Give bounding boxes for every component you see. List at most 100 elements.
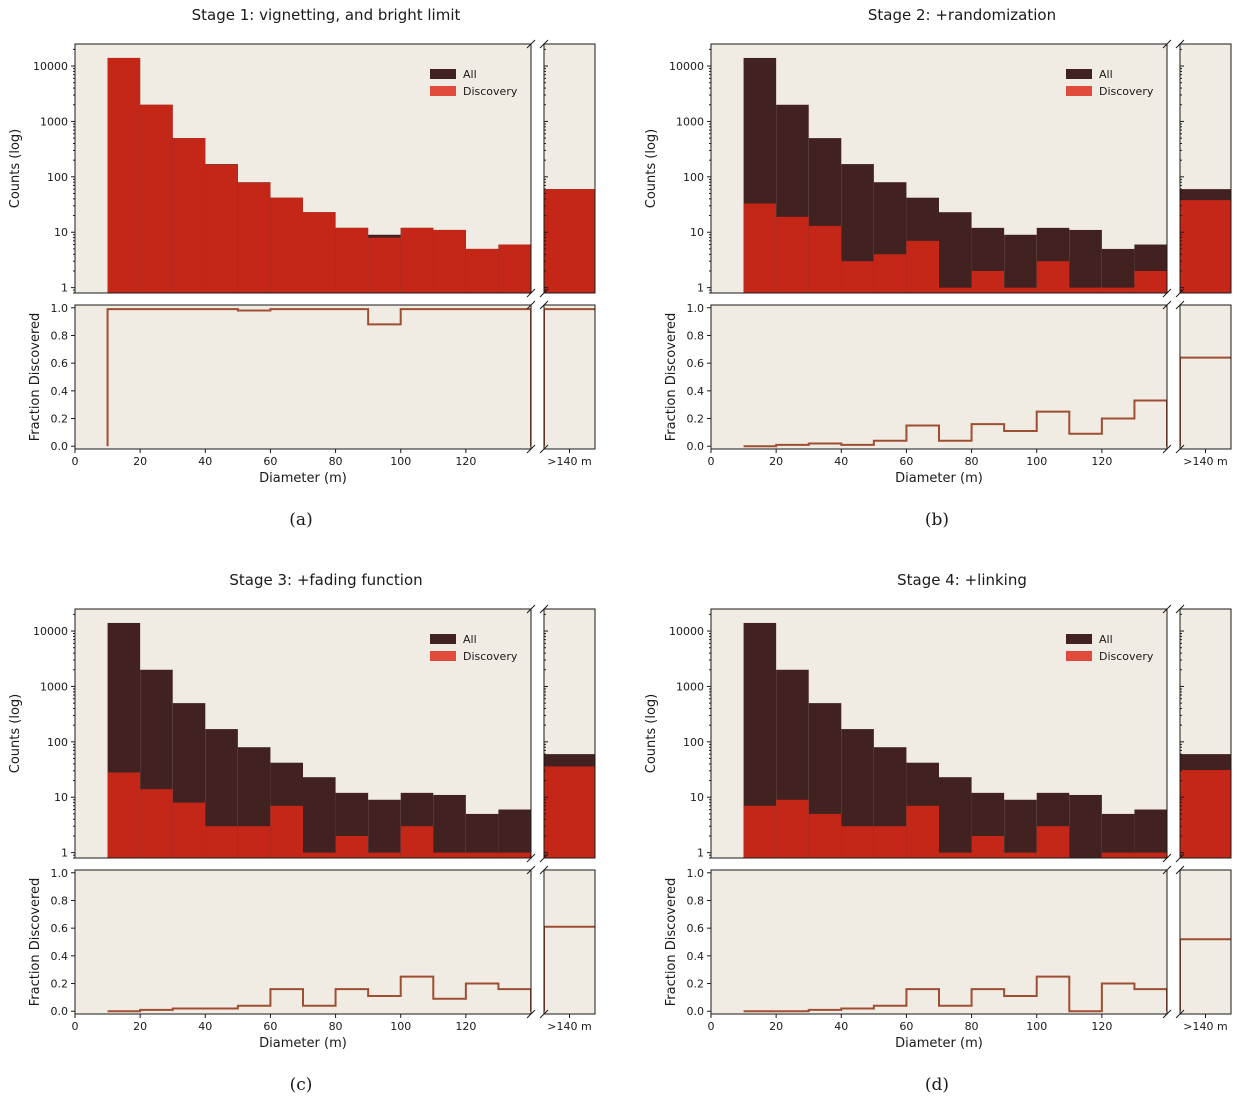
x-axis-label: Diameter (m) bbox=[259, 471, 347, 486]
discovery-bar bbox=[776, 799, 809, 858]
axis-break-mark bbox=[1175, 1009, 1185, 1019]
axis-break-mark bbox=[1162, 853, 1172, 863]
axis-break-mark bbox=[526, 300, 536, 310]
counts-tick-label: 10 bbox=[690, 791, 704, 804]
all-bar bbox=[1101, 813, 1135, 858]
counts-overflow-frame bbox=[543, 608, 596, 859]
discovery-bar bbox=[1134, 270, 1167, 293]
counts-axes-frame bbox=[710, 608, 1168, 859]
discovery-bar bbox=[1004, 287, 1037, 293]
counts-tick-label: 1000 bbox=[676, 115, 704, 128]
counts-axes-frame bbox=[74, 43, 532, 294]
discovery-bar bbox=[906, 805, 939, 858]
fraction-tick-label: 1.0 bbox=[687, 302, 705, 315]
discovery-bar bbox=[841, 826, 874, 858]
x-tick-label: 100 bbox=[1026, 1020, 1047, 1033]
axis-break-gap bbox=[1167, 608, 1180, 859]
all-bar bbox=[1134, 809, 1167, 858]
panel-title: Stage 4: +linking bbox=[897, 571, 1027, 589]
counts-axis-label: Counts (log) bbox=[644, 129, 659, 208]
discovery-bar bbox=[776, 216, 809, 293]
discovery-bar bbox=[939, 287, 972, 293]
counts-tick-label: 1 bbox=[61, 282, 68, 295]
fraction-axes-frame bbox=[710, 869, 1168, 1015]
legend-discovery-swatch bbox=[1066, 651, 1092, 661]
counts-tick-label: 10000 bbox=[33, 625, 68, 638]
discovery-bar bbox=[303, 852, 336, 858]
fraction-axes-frame bbox=[710, 304, 1168, 450]
all-bar bbox=[1069, 794, 1102, 858]
discovery-bar bbox=[107, 772, 141, 858]
discovery-bar bbox=[303, 212, 336, 293]
x-tick-label: 120 bbox=[455, 455, 476, 468]
axis-break-mark bbox=[1175, 444, 1185, 454]
legend-all-label: All bbox=[1099, 633, 1113, 646]
legend-discovery-swatch bbox=[1066, 86, 1092, 96]
discovery-bar bbox=[1004, 852, 1037, 858]
x-tick-label: 80 bbox=[329, 1020, 343, 1033]
counts-axis-label: Counts (log) bbox=[8, 129, 23, 208]
discovery-bar bbox=[368, 852, 401, 858]
legend-discovery-label: Discovery bbox=[1099, 85, 1154, 98]
discovery-bar bbox=[270, 197, 303, 293]
counts-tick-label: 10 bbox=[54, 226, 68, 239]
x-tick-label: 100 bbox=[1026, 455, 1047, 468]
x-tick-label: 120 bbox=[455, 1020, 476, 1033]
discovery-bar bbox=[906, 240, 939, 293]
overflow-x-label: >140 m bbox=[1183, 455, 1227, 468]
panel-title: Stage 3: +fading function bbox=[229, 571, 422, 589]
axis-break-mark bbox=[526, 1009, 536, 1019]
discovery-bar bbox=[368, 237, 401, 293]
x-tick-label: 80 bbox=[965, 455, 979, 468]
panel-plot: 1 10 100 1000 10000 0.0 0.2 0.4 0.6 0.8 1.0 0 20 40 60… bbox=[644, 604, 1232, 1051]
panel-caption: (d) bbox=[925, 1075, 949, 1095]
x-tick-label: 0 bbox=[72, 1020, 79, 1033]
discovery-bar bbox=[1101, 852, 1135, 858]
counts-axes-frame bbox=[710, 43, 1168, 294]
fraction-tick-label: 1.0 bbox=[687, 867, 705, 880]
x-tick-label: 60 bbox=[899, 1020, 913, 1033]
axis-break-mark bbox=[526, 39, 536, 49]
fraction-tick-label: 0.2 bbox=[51, 978, 69, 991]
axis-break-mark bbox=[1162, 444, 1172, 454]
discovery-bar bbox=[107, 57, 141, 294]
axis-break-mark bbox=[526, 604, 536, 614]
axis-break-mark bbox=[1175, 39, 1185, 49]
all-bar bbox=[303, 777, 336, 858]
discovery-bar bbox=[841, 261, 874, 293]
axis-break-gap bbox=[1167, 43, 1180, 294]
fraction-tick-label: 0.8 bbox=[51, 894, 69, 907]
x-axis-label: Diameter (m) bbox=[895, 1036, 983, 1051]
all-bar bbox=[1004, 234, 1037, 293]
fraction-step-line bbox=[106, 308, 532, 447]
fraction-overflow-area bbox=[1180, 870, 1231, 1014]
axis-break-gap bbox=[531, 43, 544, 294]
counts-tick-label: 1000 bbox=[40, 115, 68, 128]
discovery-bar bbox=[140, 104, 173, 293]
discovery-bar bbox=[433, 229, 466, 293]
discovery-bar bbox=[743, 203, 777, 293]
fraction-tick-label: 0.2 bbox=[687, 978, 705, 991]
x-tick-label: 40 bbox=[834, 1020, 848, 1033]
fraction-step-line bbox=[107, 975, 532, 1013]
fraction-tick-label: 0.4 bbox=[687, 385, 705, 398]
counts-overflow-frame bbox=[1179, 43, 1232, 294]
axis-break-mark bbox=[539, 865, 549, 875]
counts-tick-label: 10000 bbox=[669, 60, 704, 73]
discovery-bar bbox=[465, 852, 499, 858]
discovery-bar bbox=[237, 182, 271, 293]
fraction-tick-label: 0.0 bbox=[51, 1005, 69, 1018]
x-tick-label: 0 bbox=[72, 455, 79, 468]
overflow-x-label: >140 m bbox=[547, 455, 591, 468]
discovery-bar bbox=[808, 225, 842, 293]
overflow-x-label: >140 m bbox=[547, 1020, 591, 1033]
discovery-bar bbox=[1036, 261, 1070, 293]
x-tick-label: 100 bbox=[390, 455, 411, 468]
discovery-bar bbox=[1101, 287, 1135, 293]
panel-plot: 1 10 100 1000 10000 0.0 0.2 0.4 0.6 0.8 1.0 0 20 40 60… bbox=[8, 604, 596, 1051]
x-tick-label: 20 bbox=[133, 1020, 147, 1033]
fraction-tick-label: 0.6 bbox=[687, 922, 705, 935]
counts-tick-label: 1 bbox=[697, 847, 704, 860]
discovery-bar bbox=[1069, 287, 1102, 293]
